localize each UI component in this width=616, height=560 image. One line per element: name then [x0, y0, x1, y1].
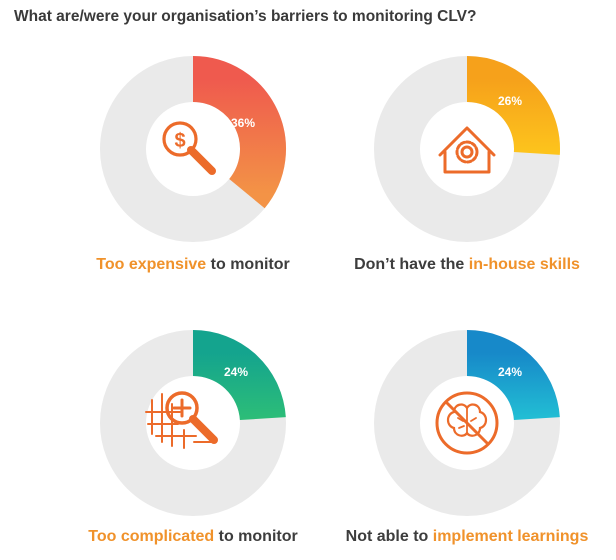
caption-text: to monitor: [214, 528, 298, 545]
donut-slice: [192, 56, 286, 209]
dollar-magnifier-icon: $: [162, 121, 216, 175]
donut-slice: [465, 56, 560, 155]
percent-label: 26%: [498, 94, 522, 108]
complex-magnifier-icon: [145, 391, 218, 449]
donut-chart-expensive: 36% $: [100, 56, 286, 242]
caption-highlight: in-house skills: [468, 256, 580, 273]
caption-complicated: Too complicated to monitor: [43, 528, 343, 546]
caption-highlight: implement learnings: [432, 528, 589, 545]
caption-text: Don’t have the: [354, 256, 469, 273]
percent-label: 24%: [224, 365, 248, 379]
donut-slice: [466, 330, 560, 422]
page-title: What are/were your organisation’s barrie…: [14, 8, 477, 25]
percent-label: 24%: [498, 365, 522, 379]
percent-label: 36%: [231, 116, 255, 130]
caption-highlight: Too expensive: [96, 256, 207, 273]
donut-chart-skills: 26%: [374, 56, 560, 242]
caption-learnings: Not able to implement learnings: [317, 528, 616, 546]
caption-highlight: Too complicated: [88, 528, 215, 545]
donut-chart-learnings: 24%: [374, 330, 560, 516]
caption-text: to monitor: [206, 256, 290, 273]
no-brain-icon: [435, 391, 499, 455]
caption-skills: Don’t have the in-house skills: [317, 256, 616, 274]
house-gear-icon: [438, 126, 496, 174]
donut-chart-complicated: 24%: [100, 330, 286, 516]
caption-expensive: Too expensive to monitor: [43, 256, 343, 274]
svg-text:$: $: [174, 130, 185, 152]
donut-slice: [192, 330, 286, 422]
caption-text: Not able to: [345, 528, 433, 545]
